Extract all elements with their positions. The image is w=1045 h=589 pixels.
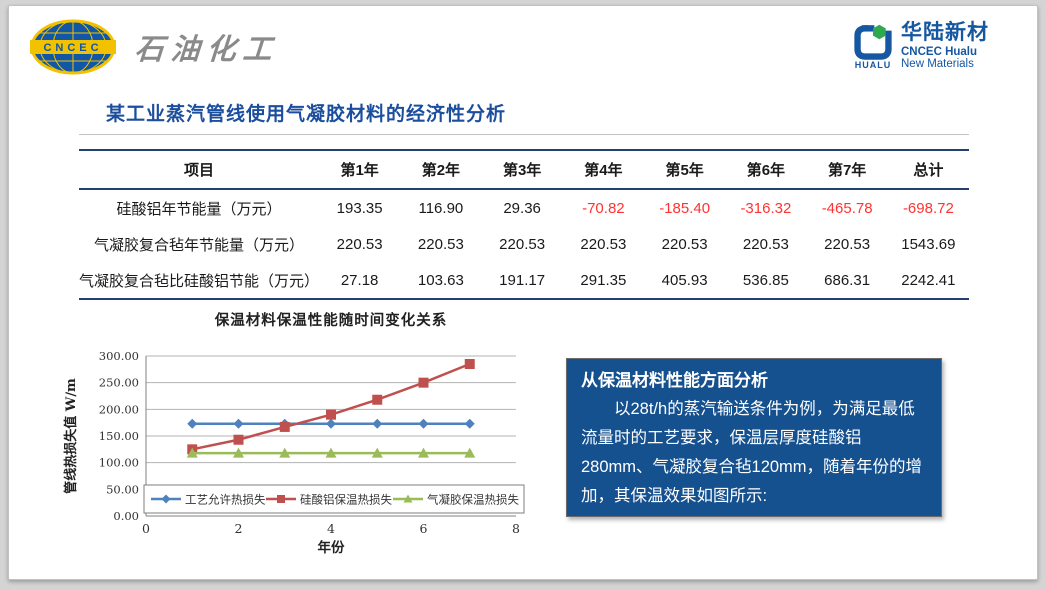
- col-header: 第3年: [481, 150, 563, 190]
- table-cell: -465.78: [821, 199, 873, 217]
- col-header: 总计: [887, 150, 969, 190]
- row-label: 硅酸铝年节能量（万元）: [116, 200, 282, 218]
- table-cell: 536.85: [742, 271, 789, 289]
- col-header: 第5年: [644, 150, 726, 190]
- title-divider: [79, 134, 969, 135]
- col-header-item: 项目: [79, 150, 319, 190]
- table-cell: 27.18: [340, 271, 379, 289]
- svg-text:气凝胶保温热损失: 气凝胶保温热损失: [427, 493, 519, 507]
- table-cell: 686.31: [824, 271, 871, 289]
- table-cell: 103.63: [417, 271, 464, 289]
- cncec-logo: CNCEC 石油化工: [29, 18, 281, 76]
- svg-text:250.00: 250.00: [99, 376, 139, 390]
- x-axis-label: 年份: [318, 539, 345, 556]
- col-header: 第7年: [806, 150, 888, 190]
- hualu-icon-label: HUALU: [854, 60, 892, 70]
- table-cell: 116.90: [418, 199, 464, 217]
- chart-title: 保温材料保温性能随时间变化关系: [214, 312, 448, 329]
- svg-text:300.00: 300.00: [99, 349, 139, 363]
- svg-text:4: 4: [327, 521, 335, 536]
- table-cell: 220.53: [417, 235, 464, 253]
- table-row: 气凝胶复合毡年节能量（万元） 220.53 220.53 220.53 220.53 22…: [79, 226, 969, 262]
- table-cell: 29.36: [503, 199, 541, 217]
- col-header: 第1年: [319, 150, 401, 190]
- line-chart: 0.00 50.00 100.00 150.00 200.00 250.00 300.00 0…: [61, 339, 541, 557]
- chart-series-工艺允许热损失: [187, 418, 475, 429]
- table-cell: 220.53: [499, 235, 546, 253]
- table-cell: 220.53: [661, 235, 708, 253]
- table-body: 硅酸铝年节能量（万元） 193.35 116.90 29.36 -70.82 -185.4…: [79, 189, 969, 299]
- table-cell: 405.93: [661, 271, 708, 289]
- analysis-heading: 从保温材料性能方面分析: [581, 371, 768, 390]
- table-cell: 220.53: [580, 235, 627, 253]
- chart-legend: 工艺允许热损失 硅酸铝保温热损失 气凝胶保温热损失: [143, 484, 525, 514]
- svg-text:8: 8: [512, 521, 520, 536]
- table-cell: -70.82: [582, 199, 625, 217]
- table-cell: 2242.41: [901, 271, 956, 289]
- table-row: 硅酸铝年节能量（万元） 193.35 116.90 29.36 -70.82 -185.4…: [79, 189, 969, 226]
- svg-text:0.00: 0.00: [113, 509, 139, 523]
- table-cell: -316.32: [740, 199, 792, 217]
- analysis-body: 以28t/h的蒸汽输送条件为例，为满足最低流量时的工艺要求，保温层厚度硅酸铝28…: [581, 400, 923, 505]
- table-header-row: 项目 第1年 第2年 第3年 第4年 第5年 第6年 第7年 总计: [79, 150, 969, 190]
- svg-text:工艺允许热损失: 工艺允许热损失: [185, 493, 266, 507]
- table-cell: 220.53: [742, 235, 789, 253]
- col-header: 第2年: [400, 150, 482, 190]
- table-cell: 193.35: [336, 199, 383, 217]
- slide: CNCEC 石油化工 HUALU 华陆新材 CNCEC Hualu New Ma…: [8, 5, 1038, 580]
- col-header: 第4年: [562, 150, 644, 190]
- col-header: 第6年: [725, 150, 807, 190]
- svg-text:50.00: 50.00: [106, 482, 139, 496]
- svg-text:CNCEC: CNCEC: [43, 42, 102, 54]
- table-cell: 291.35: [580, 271, 627, 289]
- svg-text:200.00: 200.00: [99, 402, 139, 416]
- chart-svg: 0.00 50.00 100.00 150.00 200.00 250.00 300.00 0…: [63, 349, 525, 556]
- table-cell: -185.40: [659, 199, 711, 217]
- table-row: 气凝胶复合毡比硅酸铝节能（万元） 27.18 103.63 191.17 291.35 4…: [79, 262, 969, 299]
- row-label: 气凝胶复合毡年节能量（万元）: [93, 236, 304, 254]
- hualu-name-cn: 华陆新材: [901, 21, 989, 44]
- page-title: 某工业蒸汽管线使用气凝胶材料的经济性分析: [106, 104, 507, 125]
- hualu-name-en1: CNCEC Hualu: [901, 46, 978, 59]
- table-cell: 220.53: [336, 235, 383, 253]
- chart-series-气凝胶保温热损失: [186, 447, 476, 458]
- svg-text:2: 2: [235, 521, 243, 536]
- row-label: 气凝胶复合毡比硅酸铝节能（万元）: [79, 272, 320, 290]
- svg-text:150.00: 150.00: [99, 429, 139, 443]
- svg-text:6: 6: [420, 521, 428, 536]
- svg-text:硅酸铝保温热损失: 硅酸铝保温热损失: [300, 493, 392, 507]
- table-cell: 1543.69: [901, 235, 956, 253]
- analysis-box: 从保温材料性能方面分析 以28t/h的蒸汽输送条件为例，为满足最低流量时的工艺要…: [566, 358, 942, 517]
- table-cell: 191.17: [499, 271, 546, 289]
- cncec-globe-icon: CNCEC: [30, 19, 116, 75]
- y-axis-label: 管线热损失值 W/m: [63, 378, 79, 494]
- table-cell: -698.72: [902, 199, 954, 217]
- hualu-name-en2: New Materials: [901, 58, 974, 71]
- svg-text:0: 0: [142, 521, 150, 536]
- table-cell: 220.53: [824, 235, 871, 253]
- hualu-icon: [854, 24, 892, 60]
- hualu-logo: HUALU 华陆新材 CNCEC Hualu New Materials: [852, 21, 989, 71]
- economics-table: 项目 第1年 第2年 第3年 第4年 第5年 第6年 第7年 总计 硅酸铝年节能量（万元） 193…: [79, 149, 969, 300]
- cncec-brand-text: 石油化工: [133, 32, 281, 66]
- chart-series-硅酸铝保温热损失: [187, 359, 475, 455]
- svg-text:100.00: 100.00: [99, 456, 139, 470]
